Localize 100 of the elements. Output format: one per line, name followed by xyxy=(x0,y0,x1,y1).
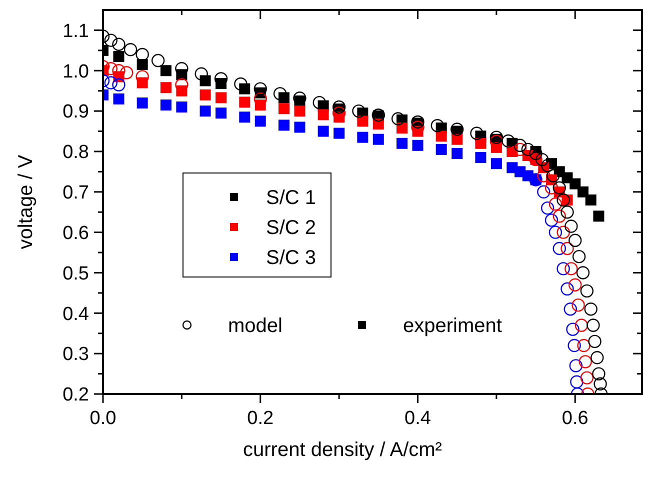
point xyxy=(540,201,554,215)
point xyxy=(502,134,515,148)
point xyxy=(572,298,585,312)
annotation: model xyxy=(228,315,282,337)
point xyxy=(294,106,306,117)
y-tick-label: 0.5 xyxy=(62,263,89,284)
point xyxy=(216,92,227,104)
point xyxy=(357,116,368,127)
point xyxy=(552,181,566,194)
point xyxy=(544,214,558,227)
legend-label: S/C 3 xyxy=(266,247,316,269)
point xyxy=(294,122,306,133)
point xyxy=(352,104,366,118)
x-tick-label: 0.0 xyxy=(90,408,116,429)
point xyxy=(396,122,408,134)
point xyxy=(124,43,138,56)
point xyxy=(332,100,346,114)
point xyxy=(578,355,592,368)
y-tick-label: 1.1 xyxy=(62,20,89,42)
point xyxy=(574,318,588,332)
point xyxy=(357,132,368,143)
point xyxy=(576,266,590,280)
point xyxy=(580,284,594,298)
point xyxy=(560,242,574,256)
point xyxy=(120,66,134,80)
point xyxy=(568,278,582,292)
point xyxy=(104,34,118,47)
point xyxy=(585,194,596,206)
point xyxy=(239,96,250,108)
point xyxy=(239,112,250,123)
point xyxy=(176,102,188,113)
point xyxy=(452,134,463,145)
y-tick-label: 0.2 xyxy=(62,384,89,406)
point xyxy=(593,210,604,222)
point xyxy=(594,377,607,390)
point xyxy=(490,158,502,170)
point xyxy=(537,185,550,198)
y-tick-label: 0.8 xyxy=(62,142,89,164)
y-tick-label: 0.6 xyxy=(62,222,89,244)
annotation: experiment xyxy=(403,315,502,337)
x-tick-label: 0.4 xyxy=(404,408,432,429)
x-tick-label: 0.2 xyxy=(247,408,274,429)
point xyxy=(136,97,148,108)
point xyxy=(273,87,287,100)
point xyxy=(254,116,266,127)
point xyxy=(560,206,574,219)
point xyxy=(136,59,148,70)
point xyxy=(577,338,590,352)
point xyxy=(334,128,345,139)
point xyxy=(490,130,504,144)
point xyxy=(580,371,594,384)
point xyxy=(568,338,581,352)
point xyxy=(412,140,424,151)
point xyxy=(564,220,578,233)
point xyxy=(577,186,588,198)
point xyxy=(113,50,124,62)
point xyxy=(411,115,424,129)
point xyxy=(216,108,227,119)
point xyxy=(396,138,408,149)
point xyxy=(112,78,126,92)
point xyxy=(436,144,447,155)
point xyxy=(391,112,405,126)
point xyxy=(160,99,172,110)
point xyxy=(552,210,566,223)
point xyxy=(584,302,598,316)
point xyxy=(568,234,582,247)
point xyxy=(592,367,606,380)
point xyxy=(552,242,566,256)
point xyxy=(450,122,464,136)
point xyxy=(112,38,126,51)
y-tick-label: 0.3 xyxy=(62,344,89,366)
point xyxy=(194,67,208,80)
point xyxy=(278,120,290,131)
point xyxy=(590,351,604,364)
point xyxy=(312,96,326,110)
point xyxy=(160,65,172,76)
point xyxy=(564,302,577,316)
point xyxy=(318,109,329,120)
point xyxy=(436,130,447,142)
point xyxy=(278,103,290,114)
point xyxy=(586,318,600,332)
y-tick-label: 1.0 xyxy=(62,61,89,82)
point xyxy=(556,226,570,239)
point xyxy=(546,169,560,182)
point xyxy=(200,89,211,100)
point xyxy=(513,138,527,152)
legend-label: S/C 2 xyxy=(266,217,316,239)
point xyxy=(570,375,584,388)
point xyxy=(430,119,444,132)
point xyxy=(470,126,484,140)
point xyxy=(556,262,570,276)
point xyxy=(556,193,570,207)
point xyxy=(588,334,602,348)
point xyxy=(452,148,463,159)
x-tick-label: 0.6 xyxy=(562,408,588,429)
point xyxy=(254,82,267,96)
point xyxy=(548,226,562,239)
point xyxy=(521,142,535,156)
y-axis-title: voltage / V xyxy=(15,154,37,250)
point xyxy=(104,76,118,90)
